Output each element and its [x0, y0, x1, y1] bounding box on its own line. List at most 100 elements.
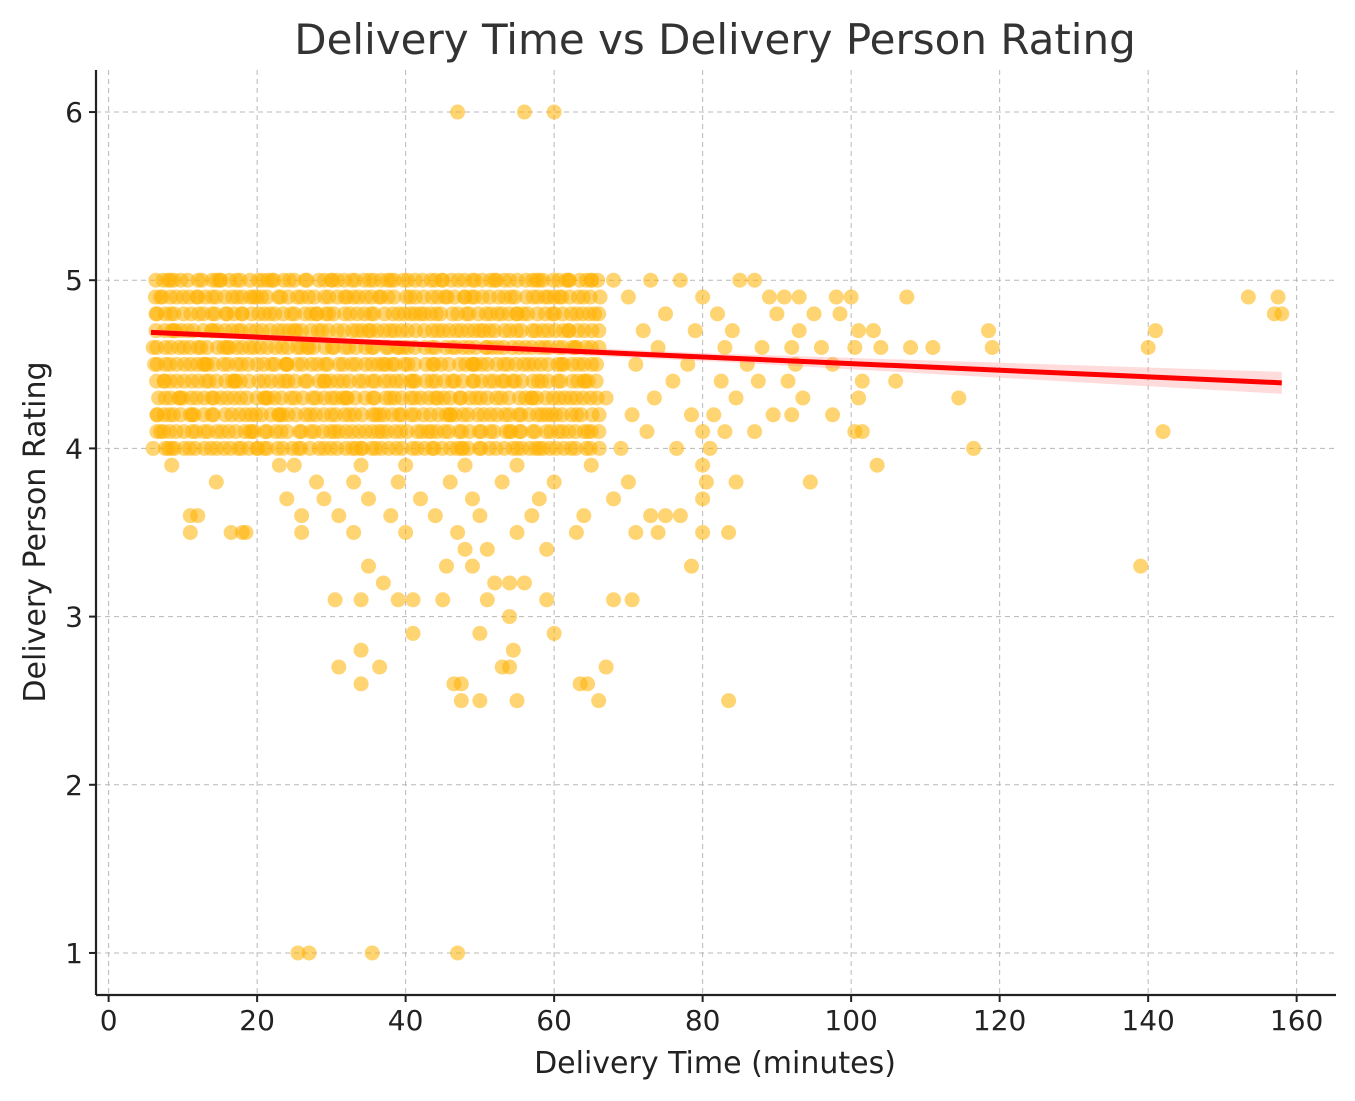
- scatter-point: [687, 323, 703, 339]
- scatter-point: [450, 525, 466, 540]
- scatter-point: [721, 693, 737, 709]
- x-axis-label: Delivery Time (minutes): [534, 1046, 896, 1081]
- scatter-point: [454, 373, 470, 389]
- scatter-point: [539, 407, 555, 423]
- scatter-point: [514, 373, 530, 389]
- y-tick-label: 1: [65, 937, 83, 970]
- scatter-point: [502, 659, 518, 675]
- scatter-point: [487, 272, 503, 288]
- scatter-point: [573, 407, 589, 423]
- scatter-point: [624, 592, 640, 608]
- scatter-point: [435, 272, 451, 288]
- grid-lines: [96, 70, 1336, 995]
- scatter-point: [747, 272, 763, 288]
- scatter-point: [635, 323, 651, 339]
- y-tick-label: 4: [65, 432, 83, 465]
- scatter-point: [568, 440, 584, 456]
- scatter-point: [286, 323, 302, 339]
- scatter-point: [149, 306, 165, 322]
- scatter-point: [153, 424, 169, 440]
- scatter-point: [502, 575, 518, 591]
- x-tick-label: 140: [1121, 1004, 1174, 1037]
- scatter-point: [453, 693, 469, 709]
- scatter-point: [531, 440, 547, 456]
- scatter-point: [264, 272, 280, 288]
- scatter-point: [383, 272, 399, 288]
- scatter-point: [791, 323, 807, 339]
- scatter-point: [407, 356, 423, 372]
- scatter-point: [331, 508, 347, 524]
- scatter-point: [299, 373, 315, 389]
- x-tick-label: 100: [824, 1004, 877, 1037]
- scatter-point: [346, 474, 362, 490]
- scatter-point: [442, 474, 458, 490]
- scatter-point: [791, 289, 807, 305]
- scatter-point: [182, 407, 198, 423]
- scatter-point: [271, 457, 287, 473]
- scatter-point: [588, 373, 604, 389]
- scatter-point: [516, 104, 532, 120]
- scatter-point: [981, 323, 997, 339]
- scatter-point: [780, 373, 796, 389]
- scatter-point: [353, 642, 369, 658]
- scatter-point: [628, 525, 644, 540]
- scatter-point: [316, 491, 332, 507]
- scatter-point: [903, 340, 919, 355]
- scatter-point: [984, 340, 1000, 355]
- scatter-point: [364, 945, 380, 961]
- scatter-point: [366, 306, 382, 322]
- scatter-point: [628, 356, 644, 372]
- scatter-point: [702, 440, 718, 456]
- scatter-point: [869, 457, 885, 473]
- scatter-point: [769, 306, 785, 322]
- scatter-point: [197, 356, 213, 372]
- scatter-point: [346, 289, 362, 305]
- x-tick-label: 160: [1270, 1004, 1323, 1037]
- y-tick-label: 5: [65, 264, 83, 297]
- scatter-point: [361, 323, 377, 339]
- scatter-point: [613, 440, 629, 456]
- scatter-point: [784, 340, 800, 355]
- scatter-point: [309, 306, 325, 322]
- scatter-point: [951, 390, 967, 406]
- scatter-point: [464, 491, 480, 507]
- scatter-point: [450, 945, 466, 961]
- scatter-point: [249, 289, 265, 305]
- scatter-point: [145, 440, 161, 456]
- trend-line-group: [150, 329, 1282, 394]
- scatter-point: [776, 289, 792, 305]
- scatter-point: [394, 440, 410, 456]
- scatter-point: [327, 592, 343, 608]
- scatter-point: [561, 323, 577, 339]
- scatter-point: [194, 272, 210, 288]
- scatter-point: [843, 289, 859, 305]
- scatter-point: [825, 407, 841, 423]
- scatter-point: [665, 373, 681, 389]
- scatter-point: [591, 693, 607, 709]
- scatter-point: [147, 356, 163, 372]
- scatter-point: [472, 625, 488, 641]
- scatter-point: [650, 340, 666, 355]
- scatter-point: [568, 525, 584, 540]
- scatter-point: [695, 424, 711, 440]
- axes: [89, 70, 1336, 1002]
- scatter-point: [643, 508, 659, 524]
- scatter-point: [683, 558, 699, 574]
- scatter-point: [873, 340, 889, 355]
- scatter-point: [180, 272, 196, 288]
- scatter-point: [257, 390, 273, 406]
- scatter-point: [227, 373, 243, 389]
- scatter-point: [754, 340, 770, 355]
- scatter-point: [441, 424, 457, 440]
- x-tick-label: 60: [536, 1004, 572, 1037]
- scatter-point: [531, 272, 547, 288]
- scatter-point: [375, 575, 391, 591]
- scatter-point: [539, 592, 555, 608]
- scatter-point: [212, 272, 228, 288]
- scatter-point: [813, 340, 829, 355]
- scatter-point: [320, 356, 336, 372]
- scatter-point: [361, 491, 377, 507]
- scatter-point: [832, 306, 848, 322]
- scatter-point: [353, 592, 369, 608]
